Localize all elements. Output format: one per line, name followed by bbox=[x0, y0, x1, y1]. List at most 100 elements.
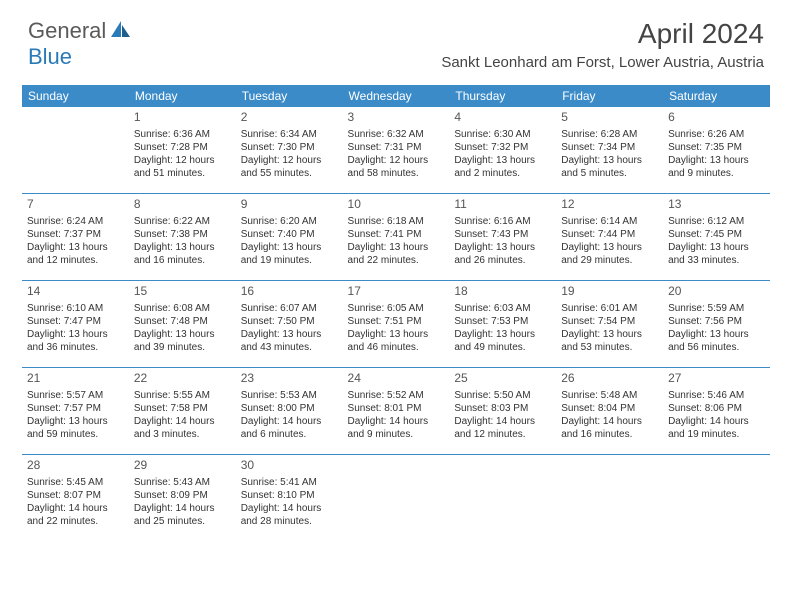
sunrise-line: Sunrise: 6:03 AM bbox=[454, 302, 551, 315]
day-number: 18 bbox=[454, 284, 551, 300]
day-number: 6 bbox=[668, 110, 765, 126]
day-cell bbox=[663, 455, 770, 541]
daylight-line: Daylight: 14 hours and 6 minutes. bbox=[241, 415, 338, 441]
day-number: 8 bbox=[134, 197, 231, 213]
page-title: April 2024 bbox=[441, 18, 764, 50]
day-number: 13 bbox=[668, 197, 765, 213]
daylight-line: Daylight: 12 hours and 58 minutes. bbox=[348, 154, 445, 180]
daylight-line: Daylight: 14 hours and 16 minutes. bbox=[561, 415, 658, 441]
sunrise-line: Sunrise: 5:46 AM bbox=[668, 389, 765, 402]
day-cell: 22Sunrise: 5:55 AMSunset: 7:58 PMDayligh… bbox=[129, 368, 236, 454]
sunrise-line: Sunrise: 6:18 AM bbox=[348, 215, 445, 228]
weekday-header: Tuesday bbox=[236, 85, 343, 107]
weekday-header: Thursday bbox=[449, 85, 556, 107]
logo-sail-icon bbox=[110, 19, 132, 44]
daylight-line: Daylight: 13 hours and 22 minutes. bbox=[348, 241, 445, 267]
sunset-line: Sunset: 7:47 PM bbox=[27, 315, 124, 328]
sunrise-line: Sunrise: 5:50 AM bbox=[454, 389, 551, 402]
daylight-line: Daylight: 14 hours and 12 minutes. bbox=[454, 415, 551, 441]
sunset-line: Sunset: 7:40 PM bbox=[241, 228, 338, 241]
sunset-line: Sunset: 8:00 PM bbox=[241, 402, 338, 415]
day-cell: 4Sunrise: 6:30 AMSunset: 7:32 PMDaylight… bbox=[449, 107, 556, 193]
sunset-line: Sunset: 7:50 PM bbox=[241, 315, 338, 328]
sunrise-line: Sunrise: 5:57 AM bbox=[27, 389, 124, 402]
sunset-line: Sunset: 8:09 PM bbox=[134, 489, 231, 502]
sunset-line: Sunset: 8:10 PM bbox=[241, 489, 338, 502]
day-cell: 14Sunrise: 6:10 AMSunset: 7:47 PMDayligh… bbox=[22, 281, 129, 367]
daylight-line: Daylight: 13 hours and 5 minutes. bbox=[561, 154, 658, 180]
sunset-line: Sunset: 7:58 PM bbox=[134, 402, 231, 415]
day-cell: 10Sunrise: 6:18 AMSunset: 7:41 PMDayligh… bbox=[343, 194, 450, 280]
day-number: 2 bbox=[241, 110, 338, 126]
daylight-line: Daylight: 13 hours and 33 minutes. bbox=[668, 241, 765, 267]
sunset-line: Sunset: 8:06 PM bbox=[668, 402, 765, 415]
day-cell: 27Sunrise: 5:46 AMSunset: 8:06 PMDayligh… bbox=[663, 368, 770, 454]
sunset-line: Sunset: 8:07 PM bbox=[27, 489, 124, 502]
daylight-line: Daylight: 13 hours and 56 minutes. bbox=[668, 328, 765, 354]
day-cell: 3Sunrise: 6:32 AMSunset: 7:31 PMDaylight… bbox=[343, 107, 450, 193]
day-number: 7 bbox=[27, 197, 124, 213]
week-row: 1 Sunrise: 6:36 AMSunset: 7:28 PM Daylight… bbox=[22, 107, 770, 193]
calendar-table: SundayMondayTuesdayWednesdayThursdayFrid… bbox=[22, 85, 770, 541]
logo-text-general: General bbox=[28, 18, 106, 44]
day-cell: 7Sunrise: 6:24 AMSunset: 7:37 PMDaylight… bbox=[22, 194, 129, 280]
sunset-line: Sunset: 7:44 PM bbox=[561, 228, 658, 241]
day-cell: 18Sunrise: 6:03 AMSunset: 7:53 PMDayligh… bbox=[449, 281, 556, 367]
day-number: 10 bbox=[348, 197, 445, 213]
day-cell: 21Sunrise: 5:57 AMSunset: 7:57 PMDayligh… bbox=[22, 368, 129, 454]
sunrise-line: Sunrise: 5:52 AM bbox=[348, 389, 445, 402]
sunset-line: Sunset: 8:01 PM bbox=[348, 402, 445, 415]
sunrise-line: Sunrise: 6:24 AM bbox=[27, 215, 124, 228]
weekday-header: Wednesday bbox=[343, 85, 450, 107]
day-cell bbox=[22, 107, 129, 193]
sunrise-line: Sunrise: 5:48 AM bbox=[561, 389, 658, 402]
day-number: 22 bbox=[134, 371, 231, 387]
day-cell: 6Sunrise: 6:26 AMSunset: 7:35 PMDaylight… bbox=[663, 107, 770, 193]
weekday-header: Sunday bbox=[22, 85, 129, 107]
sunrise-line: Sunrise: 6:36 AM bbox=[134, 128, 231, 141]
sunrise-line: Sunrise: 6:12 AM bbox=[668, 215, 765, 228]
week-row: 7 Sunrise: 6:24 AMSunset: 7:37 PM Daylight… bbox=[22, 194, 770, 280]
sunset-line: Sunset: 7:28 PM bbox=[134, 141, 231, 154]
day-cell bbox=[343, 455, 450, 541]
sunrise-line: Sunrise: 5:53 AM bbox=[241, 389, 338, 402]
daylight-line: Daylight: 13 hours and 29 minutes. bbox=[561, 241, 658, 267]
daylight-line: Daylight: 13 hours and 49 minutes. bbox=[454, 328, 551, 354]
daylight-line: Daylight: 14 hours and 9 minutes. bbox=[348, 415, 445, 441]
weekday-header: Monday bbox=[129, 85, 236, 107]
sunset-line: Sunset: 7:37 PM bbox=[27, 228, 124, 241]
day-number: 1 bbox=[134, 110, 231, 126]
sunset-line: Sunset: 7:38 PM bbox=[134, 228, 231, 241]
sunrise-line: Sunrise: 6:08 AM bbox=[134, 302, 231, 315]
day-cell: 11Sunrise: 6:16 AMSunset: 7:43 PMDayligh… bbox=[449, 194, 556, 280]
daylight-line: Daylight: 13 hours and 39 minutes. bbox=[134, 328, 231, 354]
daylight-line: Daylight: 14 hours and 25 minutes. bbox=[134, 502, 231, 528]
sunset-line: Sunset: 7:43 PM bbox=[454, 228, 551, 241]
day-number: 25 bbox=[454, 371, 551, 387]
calendar-body: 1 Sunrise: 6:36 AMSunset: 7:28 PM Daylight… bbox=[22, 107, 770, 541]
sunrise-line: Sunrise: 6:26 AM bbox=[668, 128, 765, 141]
sunset-line: Sunset: 7:56 PM bbox=[668, 315, 765, 328]
sunrise-line: Sunrise: 5:55 AM bbox=[134, 389, 231, 402]
day-cell bbox=[556, 455, 663, 541]
day-cell bbox=[449, 455, 556, 541]
day-number: 21 bbox=[27, 371, 124, 387]
day-cell: 28Sunrise: 5:45 AMSunset: 8:07 PMDayligh… bbox=[22, 455, 129, 541]
day-number: 23 bbox=[241, 371, 338, 387]
day-cell: 13Sunrise: 6:12 AMSunset: 7:45 PMDayligh… bbox=[663, 194, 770, 280]
day-cell: 1Sunrise: 6:36 AMSunset: 7:28 PMDaylight… bbox=[129, 107, 236, 193]
sunset-line: Sunset: 7:57 PM bbox=[27, 402, 124, 415]
sunset-line: Sunset: 7:51 PM bbox=[348, 315, 445, 328]
day-number: 16 bbox=[241, 284, 338, 300]
day-number: 29 bbox=[134, 458, 231, 474]
day-cell: 20Sunrise: 5:59 AMSunset: 7:56 PMDayligh… bbox=[663, 281, 770, 367]
sunset-line: Sunset: 7:34 PM bbox=[561, 141, 658, 154]
sunrise-line: Sunrise: 6:32 AM bbox=[348, 128, 445, 141]
daylight-line: Daylight: 13 hours and 46 minutes. bbox=[348, 328, 445, 354]
day-number: 26 bbox=[561, 371, 658, 387]
sunset-line: Sunset: 7:31 PM bbox=[348, 141, 445, 154]
sunrise-line: Sunrise: 6:30 AM bbox=[454, 128, 551, 141]
daylight-line: Daylight: 13 hours and 43 minutes. bbox=[241, 328, 338, 354]
day-cell: 19Sunrise: 6:01 AMSunset: 7:54 PMDayligh… bbox=[556, 281, 663, 367]
header: General April 2024 Sankt Leonhard am For… bbox=[0, 0, 792, 77]
